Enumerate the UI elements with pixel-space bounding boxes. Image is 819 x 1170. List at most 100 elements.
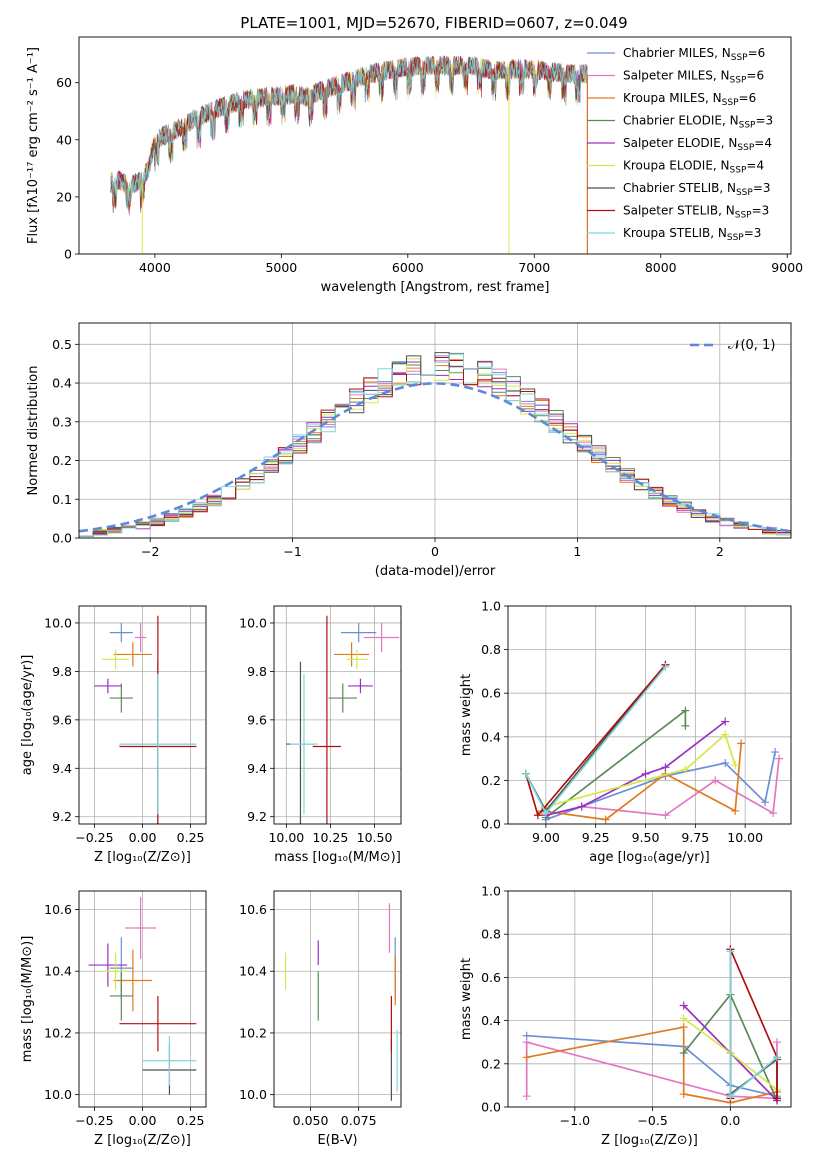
x-tick-label: 0.0 — [720, 1113, 740, 1128]
weight-marker — [726, 947, 735, 956]
age-vs-mass-panel: 10.00 10.25 10.50 9.2 9.4 9.6 9.8 10.0 mass [log… — [239, 605, 402, 865]
weight-lines — [521, 660, 784, 824]
y-tick-label: 10.0 — [44, 1087, 72, 1102]
legend-entry-label: Salpeter MILES, N — [623, 69, 730, 83]
y-tick-label: 0.5 — [52, 337, 72, 352]
weight-marker — [577, 802, 586, 811]
weight-marker — [541, 809, 550, 818]
legend-entry: Salpeter MILES, NSSP=6 — [623, 69, 764, 86]
x-axis-label: mass [log₁₀(M/M⊙)] — [274, 850, 401, 865]
y-tick-label: 0.2 — [481, 1056, 501, 1071]
y-tick-label: 0.6 — [481, 686, 501, 701]
legend-entry-label: Kroupa MILES, N — [623, 91, 722, 105]
weight-marker — [721, 730, 730, 739]
legend-entry-value: =4 — [754, 136, 772, 150]
weight-marker — [773, 1053, 782, 1062]
y-tick-label: 0.2 — [52, 453, 72, 468]
weight-marker — [775, 754, 784, 763]
y-tick-label: 0.4 — [481, 1013, 501, 1028]
y-tick-label: 0.0 — [481, 817, 501, 832]
y-axis-label: Flux [fλ10⁻¹⁷ erg cm⁻² s⁻¹ A⁻¹] — [26, 47, 41, 244]
x-tick-label: −0.25 — [75, 830, 113, 845]
y-tick-label: 0.8 — [481, 642, 501, 657]
y-tick-label: 10.6 — [44, 902, 72, 917]
weight-marker — [522, 1092, 531, 1101]
x-tick-label: 0.050 — [293, 1113, 329, 1128]
plot-frame — [507, 890, 792, 1108]
legend-entry-label: Chabrier STELIB, N — [623, 181, 736, 195]
weight-marker — [661, 663, 670, 672]
mass-weight-vs-metallicity-panel: −1.0 −0.5 0.0 0.0 0.2 0.4 0.6 0.8 1.0 Z [log₁₀(Z/… — [459, 884, 792, 1148]
legend-entry-label: Salpeter ELODIE, N — [623, 136, 737, 150]
weight-marker — [679, 1014, 688, 1023]
legend-entry-subscript: SSP — [736, 188, 753, 198]
y-tick-label: 9.8 — [247, 664, 267, 679]
weight-marker — [681, 706, 690, 715]
legend-entry-subscript: SSP — [737, 143, 754, 153]
legend-entry-subscript: SSP — [727, 233, 744, 243]
y-tick-label: 0.3 — [52, 414, 72, 429]
x-axis-label: wavelength [Angstrom, rest frame] — [321, 280, 550, 295]
y-tick-label: 0.8 — [481, 927, 501, 942]
plot-frame — [78, 890, 207, 1108]
y-tick-label: 9.8 — [52, 664, 72, 679]
weight-marker — [769, 809, 778, 818]
errorbars — [284, 903, 398, 1101]
legend-entry: Salpeter STELIB, NSSP=3 — [623, 204, 769, 221]
y-tick-label: 9.4 — [52, 761, 72, 776]
legend-entry-value: =4 — [746, 159, 764, 173]
x-tick-label: 0.075 — [341, 1113, 377, 1128]
y-tick-label: 10.2 — [239, 1025, 267, 1040]
y-tick-label: 10.0 — [239, 1087, 267, 1102]
x-tick-label: −1.0 — [560, 1113, 590, 1128]
errorbars — [94, 615, 197, 824]
legend-entry-value: =6 — [746, 69, 764, 83]
weight-lines — [522, 945, 782, 1107]
y-axis-label: mass weight — [459, 958, 474, 1040]
y-tick-label: 0.1 — [52, 492, 72, 507]
legend-entry: Chabrier MILES, NSSP=6 — [623, 46, 765, 63]
x-tick-label: 10.00 — [268, 830, 304, 845]
x-tick-label: 9000 — [771, 260, 803, 275]
weight-marker — [737, 739, 746, 748]
x-tick-label: 0 — [431, 544, 439, 559]
weight-series-line — [545, 733, 737, 808]
x-axis-label: E(B-V) — [317, 1133, 357, 1148]
histogram-series — [79, 353, 791, 538]
weight-marker — [731, 761, 740, 770]
legend-entry: Kroupa ELODIE, NSSP=4 — [623, 159, 764, 176]
y-tick-label: 10.6 — [239, 902, 267, 917]
errorbars — [88, 897, 197, 1095]
y-tick-label: 1.0 — [481, 599, 501, 614]
y-tick-label: 9.2 — [52, 809, 72, 824]
y-tick-label: 10.4 — [44, 964, 72, 979]
legend-entry: Salpeter ELODIE, NSSP=4 — [623, 136, 772, 153]
x-axis-label: age [log₁₀(age/yr)] — [589, 850, 710, 865]
weight-marker — [773, 1038, 782, 1047]
weight-marker — [679, 1090, 688, 1099]
weight-marker — [721, 758, 730, 767]
weight-marker — [773, 1094, 782, 1103]
y-tick-label: 0 — [64, 247, 72, 262]
legend-entry-value: =3 — [752, 204, 770, 218]
y-axis-label: mass weight — [459, 674, 474, 756]
residual-histogram-panel: −2 −1 0 1 2 0.0 0.1 0.2 0.3 0.4 0.5 (data-model)/er… — [26, 322, 792, 579]
figure-title: PLATE=1001, MJD=52670, FIBERID=0607, z=0… — [240, 14, 627, 32]
y-tick-label: 9.6 — [52, 712, 72, 727]
mass-weight-vs-age-panel: 9.00 9.25 9.50 9.75 10.00 0.0 0.2 0.4 0.6 0.8 1.0 a… — [459, 599, 792, 865]
y-tick-label: 0.0 — [481, 1100, 501, 1115]
weight-series-line — [729, 951, 778, 1099]
mass-vs-extinction-panel: 0.050 0.075 10.0 10.2 10.4 10.6 E(B-V) — [239, 890, 402, 1148]
weight-marker — [521, 769, 530, 778]
x-axis-label: (data-model)/error — [375, 564, 496, 579]
legend-entry-label: Chabrier MILES, N — [623, 46, 731, 60]
weight-marker — [679, 1023, 688, 1032]
y-tick-label: 60 — [56, 75, 72, 90]
weight-marker — [522, 1053, 531, 1062]
plot-frame — [78, 605, 207, 825]
x-tick-label: −1 — [283, 544, 301, 559]
y-tick-label: 10.4 — [239, 964, 267, 979]
x-tick-label: 0.00 — [129, 1113, 157, 1128]
legend-entry-label: Kroupa ELODIE, N — [623, 159, 730, 173]
x-tick-label: 7000 — [518, 260, 550, 275]
